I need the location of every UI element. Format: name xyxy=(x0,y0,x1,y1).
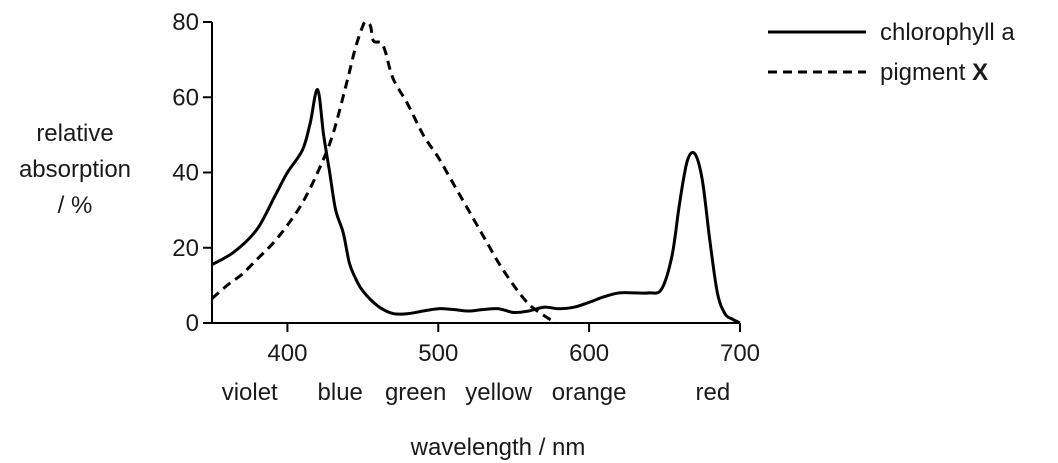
y-tick-label: 20 xyxy=(172,235,199,262)
x-tick-label: 700 xyxy=(720,340,760,367)
y-tick-label: 40 xyxy=(172,160,199,187)
x-axis-title: wavelength / nm xyxy=(410,434,586,461)
legend-label-prefix: pigment xyxy=(880,59,972,86)
color-label-red: red xyxy=(696,379,731,406)
y-tick-label: 0 xyxy=(186,310,199,337)
legend: chlorophyll a pigment X xyxy=(768,19,1015,86)
legend-label: chlorophyll a xyxy=(880,19,1015,46)
series-layer xyxy=(211,20,741,325)
legend-label: pigment X xyxy=(880,59,988,86)
y-axis-title-line: absorption xyxy=(19,156,131,183)
x-tick-label: 400 xyxy=(267,340,307,367)
color-label-violet: violet xyxy=(222,379,278,406)
y-axis-ticks: 0 20 40 60 80 xyxy=(172,9,212,337)
x-tick-label: 500 xyxy=(418,340,458,367)
color-label-green: green xyxy=(385,379,446,406)
series-line-pigment-x xyxy=(211,20,557,325)
series-line-chlorophyll-a xyxy=(211,88,741,325)
y-axis-title-line: relative xyxy=(36,120,113,147)
plot-area: 0 20 40 60 80 400 500 600 700 xyxy=(172,9,760,367)
color-band-labels: violet blue green yellow orange red xyxy=(222,379,730,406)
color-label-orange: orange xyxy=(552,379,627,406)
x-axis-ticks: 400 500 600 700 xyxy=(267,323,760,367)
y-axis-title-line: / % xyxy=(58,192,93,219)
legend-label-bold: X xyxy=(972,59,988,86)
color-label-blue: blue xyxy=(318,379,363,406)
y-tick-label: 80 xyxy=(172,9,199,36)
y-axis-title: relative absorption / % xyxy=(19,120,131,219)
color-label-yellow: yellow xyxy=(465,379,532,406)
x-tick-label: 600 xyxy=(569,340,609,367)
y-tick-label: 60 xyxy=(172,84,199,111)
